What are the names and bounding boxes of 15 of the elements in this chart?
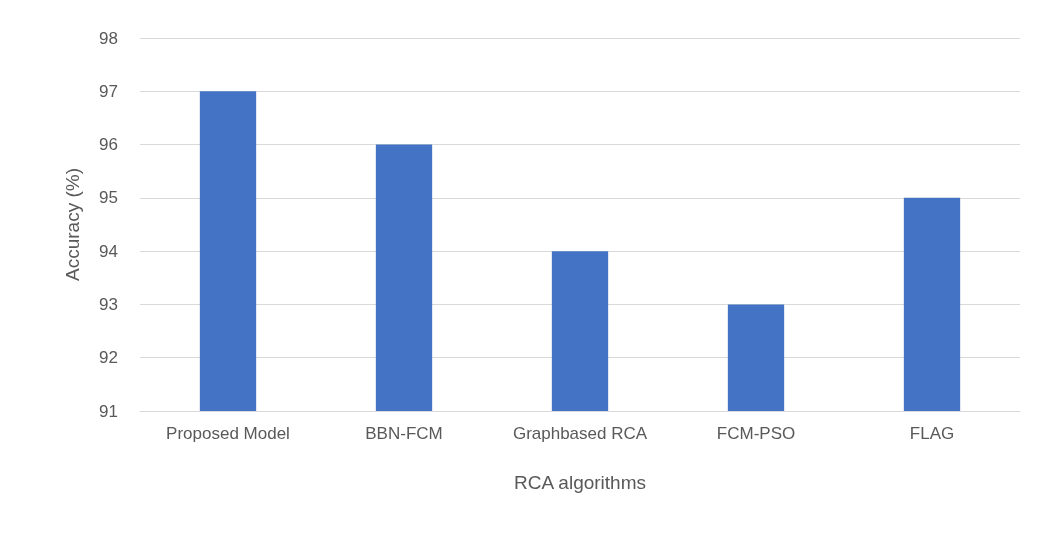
x-axis-title: RCA algorithms [514,472,646,493]
y-tick-label: 96 [99,135,118,155]
y-axis-title: Accuracy (%) [62,168,83,281]
y-tick-label: 94 [99,241,118,261]
y-tick-label: 92 [99,348,118,368]
x-tick-label: FLAG [909,424,955,443]
x-tick-label: FCM-PSO [716,424,796,443]
x-tick-label: BBN-FCM [365,424,443,443]
x-tick-label: Graphbased RCA [512,424,648,443]
y-tick-label: 97 [99,81,118,101]
y-tick-label: 93 [99,294,118,314]
x-tick-label: Proposed Model [166,424,290,443]
y-tick-label: 95 [99,188,118,208]
y-tick-label: 91 [99,401,118,421]
y-tick-label: 98 [99,28,118,48]
